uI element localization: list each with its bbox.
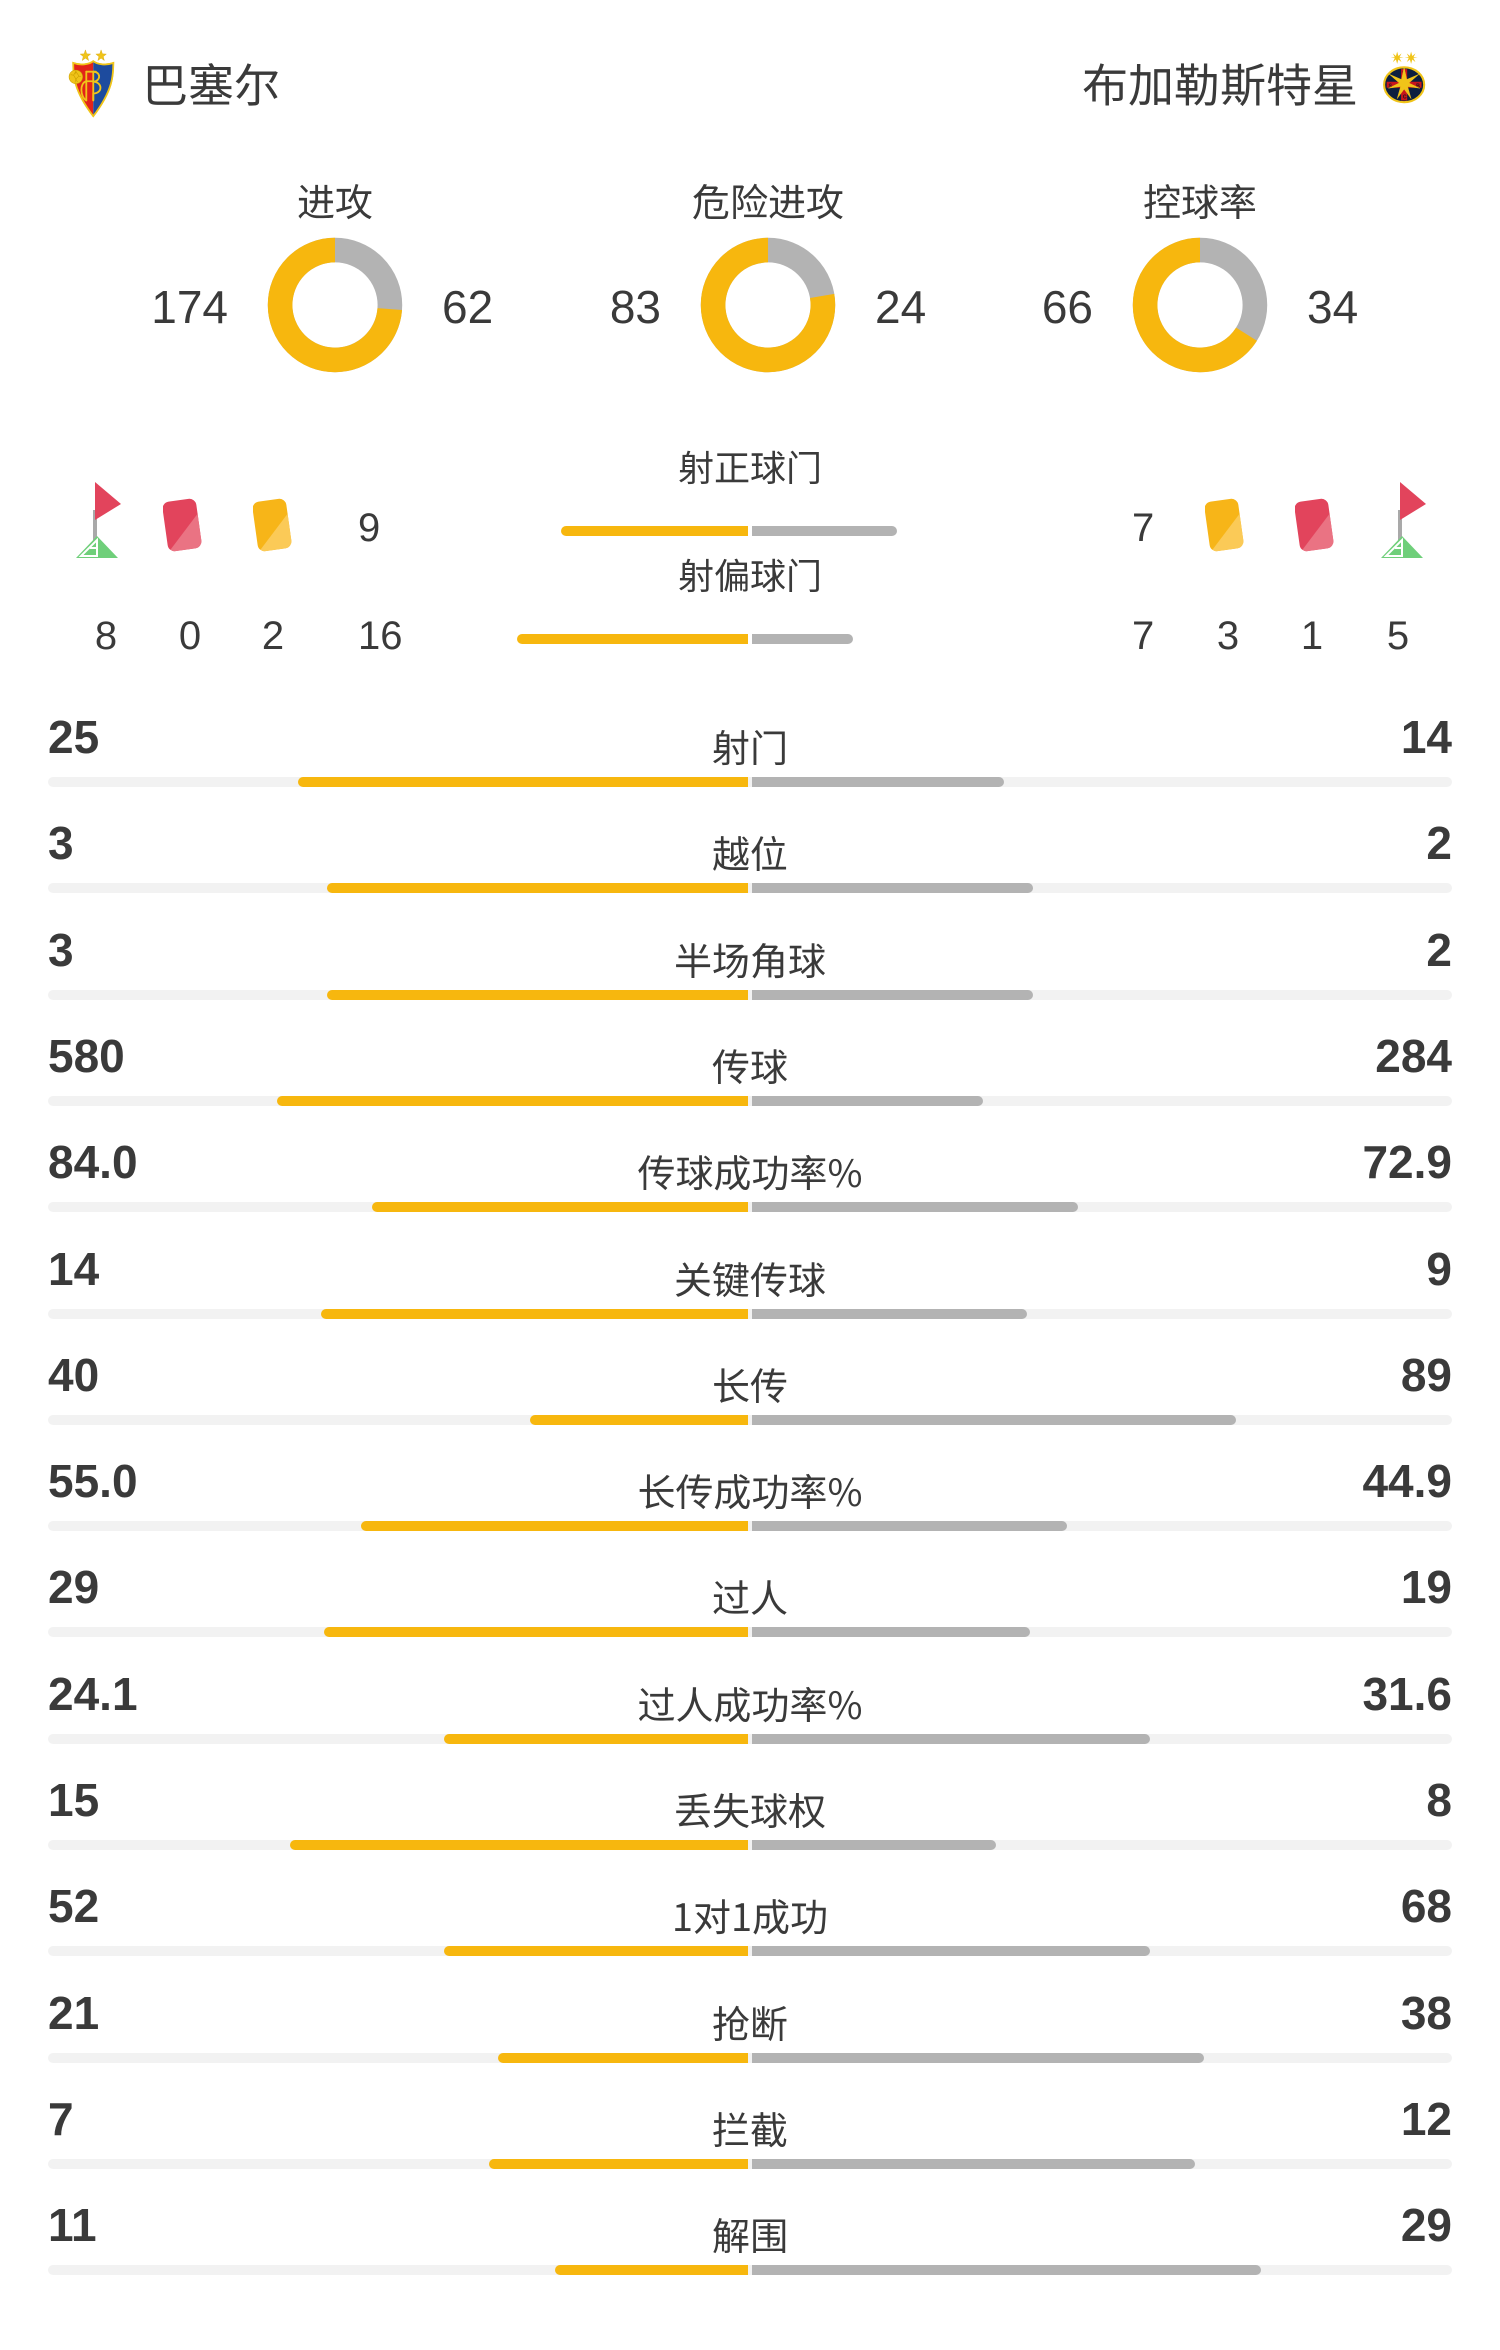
svg-text:C: C: [1403, 95, 1407, 101]
svg-text:B: B: [1416, 83, 1420, 89]
